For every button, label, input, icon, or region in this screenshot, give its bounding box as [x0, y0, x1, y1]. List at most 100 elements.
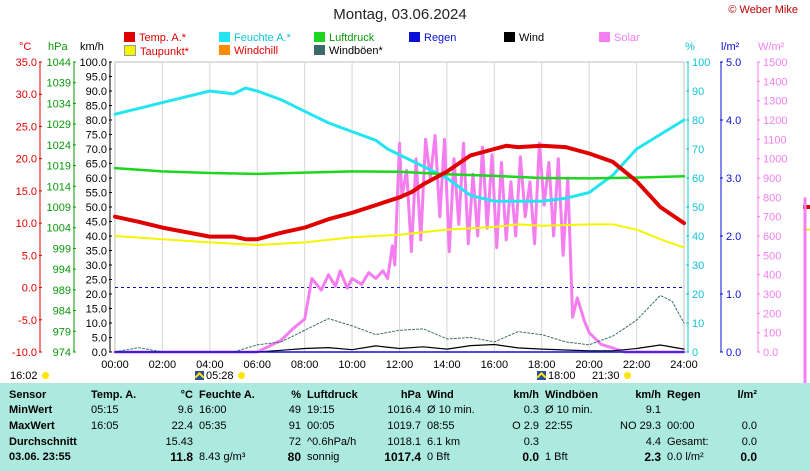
sunset-time: 18:00 [548, 370, 576, 382]
weather-chart: 35.0 30.0 25.0 20.0 15.0 10.0 5.0 0.0 -5.0 -10.0 1… [12, 57, 810, 383]
stats-cell: 49 [288, 404, 301, 417]
legend-swatch [409, 32, 420, 42]
stats-row-average: Durchschnitt 15.43 72 ^0.6hPa/h 1018.1 6… [6, 434, 760, 450]
time-tick-label: 18:00 [528, 359, 556, 371]
legend-wind[interactable]: Wind [504, 32, 544, 44]
humidity-tick-label: 70 [692, 144, 704, 156]
solar-tick-label: 1300 [763, 96, 787, 108]
legend-pressure[interactable]: Luftdruck [314, 32, 374, 44]
stats-cell: 16:00 [199, 404, 227, 417]
stats-cell [88, 434, 158, 450]
time-tick-label: 22:00 [623, 359, 651, 371]
solar-tick-label: 1000 [763, 154, 787, 166]
legend-humidity[interactable]: Feuchte A.* [219, 32, 291, 44]
stats-header: °C [180, 388, 193, 401]
rain-tick-label: 3.0 [726, 173, 741, 185]
pressure-tick-label: 974 [53, 347, 71, 359]
stats-header: Wind [427, 388, 454, 401]
row-label: MinWert [9, 404, 53, 417]
stats-cell: 0.3 [523, 404, 539, 417]
stats-header: km/h [635, 388, 661, 401]
stats-cell: 05:35 [199, 419, 227, 432]
solar-tick-label: 300 [763, 289, 781, 301]
solar-tick-label: 1500 [763, 57, 787, 69]
legend-windchill[interactable]: Windchill [219, 45, 278, 57]
pressure-tick-label: 984 [53, 306, 71, 318]
pressure-tick-label: 1004 [47, 223, 71, 235]
legend-gusts[interactable]: Windböen* [314, 45, 383, 57]
stats-cell [196, 434, 268, 450]
wind-tick-label: 5.0 [92, 333, 107, 345]
legend-label: Solar [614, 32, 640, 44]
time-tick-label: 04:00 [196, 359, 224, 371]
chart-tick-labels: 35.0 30.0 25.0 20.0 15.0 10.0 5.0 0.0 -5.0 -10.0 1… [12, 57, 788, 371]
solar-tick-label: 900 [763, 173, 781, 185]
row-label: 03.06. 23:55 [9, 451, 71, 464]
stats-cell: 1017.4 [384, 450, 421, 465]
legend-label: Taupunkt* [140, 46, 189, 58]
temp-tick-label: 20.0 [16, 154, 37, 166]
sunset-stamp: 18:00 [537, 370, 576, 382]
legend-rain[interactable]: Regen [409, 32, 456, 44]
legend-swatch [504, 32, 515, 42]
time-tick-label: 20:00 [575, 359, 603, 371]
rain-tick-label: 1.0 [726, 289, 741, 301]
series-line-luftdruck [113, 166, 686, 180]
stats-row-min: MinWert 05:15 9.6 16:00 49 19:15 1016.4 … [6, 403, 760, 419]
stats-cell: 0.0 l/m² [667, 451, 704, 464]
wind-tick-label: 35.0 [86, 246, 107, 258]
time-tick-label: 00:00 [101, 359, 129, 371]
time-tick-label: 12:00 [386, 359, 414, 371]
rain-tick-label: 2.0 [726, 231, 741, 243]
solar-tick-label: 1100 [763, 134, 787, 146]
stats-cell: 22.4 [171, 419, 193, 432]
row-label: MaxWert [9, 419, 55, 432]
wind-tick-label: 50.0 [86, 202, 107, 214]
solar-unit-label: W/m² [758, 41, 785, 53]
stats-cell: ^0.6hPa/h [307, 435, 357, 448]
time-tick-label: 16:00 [481, 359, 509, 371]
pressure-tick-label: 999 [53, 243, 71, 255]
legend-dewpoint[interactable]: Taupunkt* [124, 45, 189, 58]
wind-tick-label: 65.0 [86, 159, 107, 171]
stats-cell: O 2.9 [512, 419, 539, 432]
rain-tick-label: 4.0 [726, 115, 741, 127]
stats-cell: 0 Bft [427, 451, 450, 464]
humidity-tick-label: 30 [692, 260, 704, 272]
humidity-unit-label: % [685, 41, 695, 53]
pressure-tick-label: 979 [53, 326, 71, 338]
series-line-taupunkt [114, 223, 685, 249]
stats-cell: 72 [288, 435, 301, 448]
stats-cell: 19:15 [307, 404, 335, 417]
legend-solar[interactable]: Solar [599, 32, 640, 44]
wind-tick-label: 60.0 [86, 173, 107, 185]
time-tick-label: 06:00 [243, 359, 271, 371]
temp-tick-label: 15.0 [16, 186, 37, 198]
temp-tick-label: 30.0 [16, 89, 37, 101]
legend-temp[interactable]: Temp. A.* [124, 32, 186, 44]
time-tick-label: 10:00 [338, 359, 366, 371]
pressure-tick-label: 1029 [47, 119, 71, 131]
temp-tick-label: 25.0 [16, 121, 37, 133]
legend-label: Windböen* [329, 45, 383, 57]
wind-tick-label: 95.0 [86, 72, 107, 84]
humidity-tick-label: 0 [692, 347, 698, 359]
sun-icon [41, 372, 49, 379]
sunrise-stamp: 05:28 [195, 370, 245, 382]
temp-tick-label: -10.0 [12, 347, 37, 359]
pressure-tick-label: 1044 [47, 57, 71, 69]
solar-tick-label: 0.0 [763, 347, 778, 359]
stats-header: km/h [513, 388, 539, 401]
stats-header: Feuchte A. [199, 388, 255, 401]
stats-cell: 00:05 [307, 419, 335, 432]
temp-tick-label: 10.0 [16, 218, 37, 230]
copyright-link[interactable]: © Weber Mike [728, 4, 798, 16]
series-line-solar [113, 134, 686, 354]
legend-label: Wind [519, 32, 545, 44]
sun-icon [623, 372, 631, 379]
solar-tick-label: 500 [763, 250, 781, 262]
stats-cell: 22:55 [545, 419, 573, 432]
wind-tick-label: 30.0 [86, 260, 107, 272]
humidity-tick-label: 10 [692, 318, 704, 330]
pressure-tick-label: 1019 [47, 161, 71, 173]
